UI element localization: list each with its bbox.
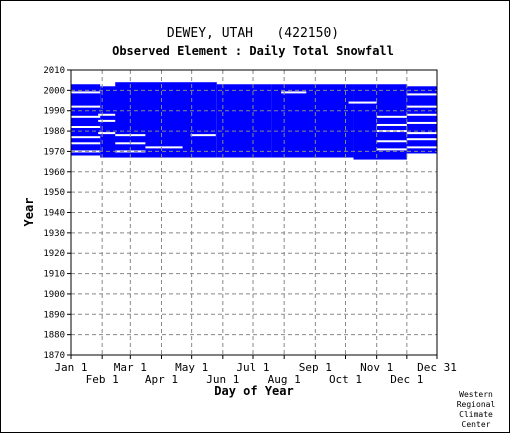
credit-line-2: Regional xyxy=(457,400,496,409)
data-gap xyxy=(376,130,407,133)
data-block xyxy=(406,86,437,154)
credit-line-3: Climate xyxy=(459,410,493,419)
data-gap xyxy=(406,121,437,124)
data-gap xyxy=(406,113,437,116)
data-gap xyxy=(71,136,101,139)
x-tick-label: Dec 1 xyxy=(390,373,423,386)
credit-line-1: Western xyxy=(459,390,493,399)
x-tick-label: Jan 1 xyxy=(54,361,87,374)
x-tick-label: Sep 1 xyxy=(299,361,332,374)
data-gap xyxy=(71,142,101,145)
grid-layer xyxy=(71,70,437,355)
data-gap xyxy=(406,93,437,96)
data-gap xyxy=(348,101,377,104)
x-axis-label: Day of Year xyxy=(214,384,293,398)
y-tick-label: 1910 xyxy=(43,270,65,280)
data-gap xyxy=(406,132,437,135)
data-layer xyxy=(71,82,437,160)
data-gap xyxy=(71,105,101,108)
y-tick-label: 1890 xyxy=(43,310,65,320)
credit-line-4: Center xyxy=(462,420,491,429)
x-tick-label: Oct 1 xyxy=(329,373,362,386)
data-gap xyxy=(145,146,183,149)
data-gap xyxy=(406,146,437,149)
data-gap xyxy=(98,119,116,122)
x-tick-label: Aug 1 xyxy=(268,373,301,386)
data-block xyxy=(271,84,354,158)
y-tick-label: 2010 xyxy=(43,66,65,76)
data-gap xyxy=(98,132,116,135)
data-gap xyxy=(281,91,307,94)
y-axis-label: Year xyxy=(22,198,36,227)
data-gap xyxy=(71,115,101,118)
y-tick-label: 1940 xyxy=(43,209,65,219)
data-gap xyxy=(376,115,407,118)
data-gap xyxy=(376,140,407,143)
x-tick-label: Dec 31 xyxy=(417,361,457,374)
y-tick-label: 1870 xyxy=(43,351,65,361)
y-tick-label: 1980 xyxy=(43,127,65,137)
x-tick-label: Mar 1 xyxy=(114,361,147,374)
data-block xyxy=(353,84,407,160)
chart-title: DEWEY, UTAH (422150) xyxy=(167,26,339,41)
y-tick-label: 1880 xyxy=(43,331,65,341)
data-block xyxy=(216,84,272,158)
data-gap xyxy=(376,148,407,151)
y-tick-label: 1930 xyxy=(43,229,65,239)
x-tick-label: May 1 xyxy=(175,361,208,374)
x-tick-label: Jul 1 xyxy=(236,361,269,374)
data-gap xyxy=(190,134,216,137)
y-tick-label: 1990 xyxy=(43,107,65,117)
chart-subtitle: Observed Element : Daily Total Snowfall xyxy=(112,44,394,58)
y-tick-label: 1900 xyxy=(43,290,65,300)
data-gap xyxy=(376,123,407,126)
data-gap xyxy=(406,105,437,108)
data-block xyxy=(71,84,101,156)
y-tick-label: 1950 xyxy=(43,188,65,198)
x-tick-label: Nov 1 xyxy=(360,361,393,374)
y-tick-label: 1920 xyxy=(43,249,65,259)
data-gap xyxy=(71,91,101,94)
data-gap xyxy=(71,126,101,128)
y-tick-label: 2000 xyxy=(43,86,65,96)
data-block xyxy=(115,82,217,158)
y-tick-label: 1970 xyxy=(43,147,65,157)
x-tick-label: Apr 1 xyxy=(145,373,178,386)
y-tick-label: 1960 xyxy=(43,168,65,178)
axis-layer: 1870 1880 1890 1900 1910 1920 1930 1940 1950 1960… xyxy=(43,66,457,386)
x-tick-label: Feb 1 xyxy=(86,373,119,386)
data-gap xyxy=(406,138,437,141)
x-tick-label: Jun 1 xyxy=(206,373,239,386)
data-gap xyxy=(98,113,116,116)
